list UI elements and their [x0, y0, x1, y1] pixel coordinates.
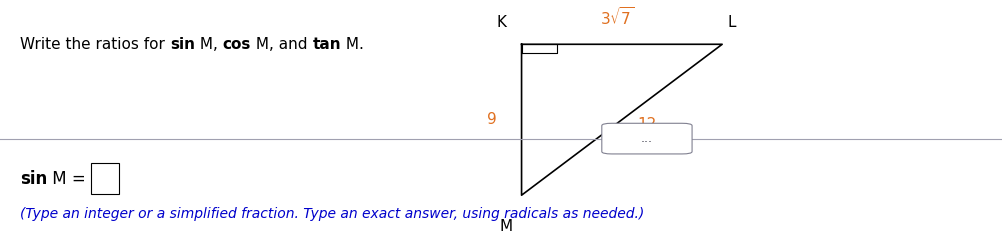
Text: tan: tan — [312, 37, 341, 52]
Text: K: K — [496, 15, 506, 30]
Text: cos: cos — [222, 37, 250, 52]
Text: L: L — [726, 15, 734, 30]
FancyBboxPatch shape — [91, 163, 119, 194]
Text: M, and: M, and — [250, 37, 312, 52]
Text: $3\sqrt{7}$: $3\sqrt{7}$ — [599, 6, 633, 28]
Text: 9: 9 — [486, 112, 496, 127]
Text: Write the ratios for: Write the ratios for — [20, 37, 169, 52]
Text: M =: M = — [47, 170, 91, 188]
FancyBboxPatch shape — [601, 123, 691, 154]
Text: ...: ... — [640, 132, 652, 145]
Text: 12: 12 — [636, 117, 655, 132]
Text: M: M — [499, 219, 513, 234]
Text: M.: M. — [341, 37, 364, 52]
Text: sin: sin — [169, 37, 194, 52]
Text: (Type an integer or a simplified fraction. Type an exact answer, using radicals : (Type an integer or a simplified fractio… — [20, 207, 643, 221]
Text: sin: sin — [20, 170, 47, 188]
Text: M,: M, — [194, 37, 222, 52]
